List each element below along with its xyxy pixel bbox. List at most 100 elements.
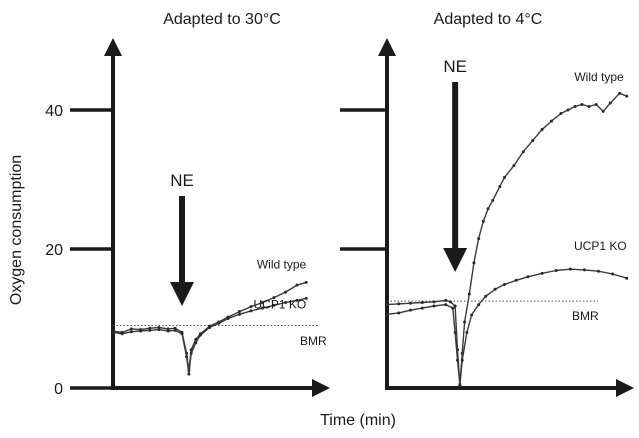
series-wild-type-point	[559, 111, 563, 115]
series-wild-type-point	[625, 94, 629, 98]
y-axis-arrowhead	[104, 38, 122, 56]
series-wild-type-point	[491, 198, 495, 202]
series-ucp1-ko-point	[304, 296, 308, 300]
bmr-label: BMR	[572, 309, 599, 323]
series-ucp1-ko-point	[148, 328, 152, 332]
series-wild-type-point	[261, 301, 264, 305]
series-ucp1-ko-point	[157, 328, 161, 332]
series-ucp1-ko-point	[625, 276, 629, 280]
series-wild-type-point	[503, 175, 506, 179]
series-ucp1-ko-point	[189, 351, 193, 355]
y-axis-label: Oxygen consumption	[8, 155, 25, 305]
y-axis-arrowhead	[378, 38, 396, 56]
series-wild-type-point	[249, 305, 253, 309]
y-tick-label: 40	[45, 103, 63, 120]
series-ucp1-ko-point	[432, 304, 436, 308]
series-wild-type-point	[448, 300, 452, 304]
series-ucp1-ko-point	[568, 267, 572, 271]
series-ucp1-ko-line	[112, 297, 307, 375]
series-ucp1-ko-point	[540, 271, 544, 275]
series-ucp1-ko-point	[385, 312, 389, 316]
panel-title: Adapted to 4°C	[434, 11, 543, 28]
series-ucp1-ko-point	[198, 333, 202, 337]
series-wild-type-point	[498, 184, 502, 188]
series-wild-type-point	[594, 102, 598, 106]
series-ucp1-ko-point	[187, 372, 191, 376]
series-ucp1-ko-point	[397, 311, 401, 315]
panel-title: Adapted to 30°C	[163, 11, 281, 28]
series-wild-type-point	[521, 150, 525, 154]
series-ucp1-ko-point	[185, 355, 189, 359]
series-wild-type-point	[618, 91, 622, 95]
series-ucp1-ko-point	[554, 269, 558, 273]
series-wild-type-point	[601, 109, 605, 113]
series-wild-type-point	[304, 280, 308, 284]
series-wild-type-point	[587, 105, 591, 109]
series-ucp1-ko-point	[180, 332, 184, 336]
series-wild-type-point	[512, 164, 516, 168]
x-axis-arrowhead	[616, 379, 634, 397]
series-ucp1-ko-point	[111, 330, 115, 334]
series-ucp1-ko-point	[261, 306, 264, 310]
series-ucp1-ko-point	[514, 278, 518, 282]
series-wild-type-point	[295, 283, 299, 287]
series-wild-type-point	[409, 301, 412, 305]
series-wild-type-point	[453, 304, 457, 308]
series-wild-type-point	[284, 290, 287, 294]
series-wild-type-point	[157, 326, 161, 330]
series-wild-type-point	[472, 261, 476, 265]
series-ucp1-ko-point	[451, 306, 455, 310]
series-ucp1-ko-point	[465, 330, 469, 334]
series-wild-type-point	[432, 300, 436, 304]
series-wild-type-point	[463, 320, 467, 324]
series-wild-type-point	[580, 102, 584, 106]
series-ucp1-ko-point	[120, 332, 124, 336]
series-wild-type-point	[397, 302, 401, 306]
series-wild-type-point	[540, 127, 544, 131]
series-ucp1-ko-point	[484, 294, 488, 298]
series-ucp1-ko-point	[444, 303, 448, 307]
series-ucp1-ko-point	[582, 268, 586, 272]
series-ucp1-ko-point	[611, 272, 615, 276]
ne-label: NE	[170, 171, 194, 190]
y-tick-label: 20	[45, 242, 63, 259]
series-ucp1-ko-point	[453, 330, 457, 334]
series-ucp1-ko-point	[420, 306, 424, 310]
series-ucp1-ko-point	[194, 341, 198, 345]
series-wild-type-line	[112, 281, 307, 372]
series-wild-type-point	[481, 219, 485, 223]
series-ucp1-ko-point	[295, 298, 299, 302]
series-ucp1-ko-point	[493, 287, 497, 291]
series-ucp1-ko-point	[208, 326, 212, 330]
ne-arrowhead	[170, 282, 194, 306]
series-ucp1-ko-point	[503, 282, 506, 286]
series-ucp1-ko-point	[409, 308, 412, 312]
series-ucp1-ko-point	[456, 358, 459, 362]
series-wild-type-point	[272, 296, 276, 300]
y-ticks: 0 20 40	[45, 103, 113, 398]
y-axis: Oxygen consumption	[8, 155, 25, 305]
series-wild-type-point	[148, 326, 152, 330]
series-wild-type-point	[173, 326, 177, 330]
series-wild-type-point	[467, 292, 471, 296]
series-ucp1-ko-label: UCP1 KO	[574, 239, 627, 253]
series-ucp1-ko-label: UCP1 KO	[254, 297, 307, 311]
series-wild-type-point	[166, 327, 170, 331]
series-wild-type-label: Wild type	[257, 257, 307, 271]
series-ucp1-ko-point	[284, 301, 287, 305]
series-wild-type-point	[573, 105, 577, 109]
panel-adapted-4c: Adapted to 4°C BMR NE Wild type UCP1 KO	[340, 11, 634, 397]
series-ucp1-ko-point	[139, 329, 143, 333]
x-axis-arrowhead	[312, 379, 330, 397]
series-ucp1-ko-point	[458, 383, 462, 387]
series-ucp1-ko-point	[217, 321, 221, 325]
series-wild-type-point	[194, 337, 198, 341]
series-ucp1-ko-point	[238, 312, 241, 316]
series-wild-type-point	[608, 101, 612, 105]
ne-label: NE	[443, 57, 467, 76]
series-wild-type-point	[385, 303, 389, 307]
series-wild-type-point	[550, 119, 553, 123]
series-ucp1-ko-point	[470, 313, 474, 317]
series-wild-type-point	[238, 310, 241, 314]
